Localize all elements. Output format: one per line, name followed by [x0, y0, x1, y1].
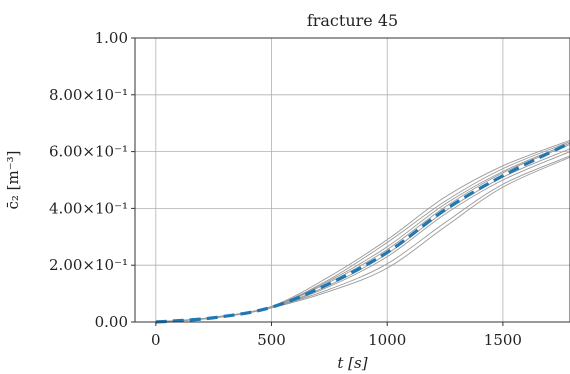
sample-series-line-7 — [155, 156, 570, 323]
x-tick-label: 500 — [257, 331, 286, 349]
x-tick-label: 1500 — [484, 331, 522, 349]
mean-series-line — [155, 141, 570, 324]
x-tick-label: 1000 — [368, 331, 406, 349]
series-layer — [155, 139, 570, 324]
y-tick-label: 4.00×10⁻¹ — [49, 199, 128, 217]
x-tick-label: 0 — [151, 331, 161, 349]
y-tick-label: 0.00 — [95, 313, 128, 331]
grid — [135, 37, 570, 323]
sample-series-line-3 — [155, 142, 570, 323]
sample-series-line-6 — [155, 155, 570, 323]
y-tick-label: 2.00×10⁻¹ — [49, 256, 128, 274]
x-tick-labels: 0 500 1000 1500 — [151, 331, 522, 349]
plot-frame — [134, 37, 570, 323]
y-tick-labels: 0.00 2.00×10⁻¹ 4.00×10⁻¹ 6.00×10⁻¹ 8.00×10⁻¹… — [49, 29, 128, 331]
sample-series-line-1 — [155, 148, 570, 323]
sample-series-line-0 — [155, 151, 570, 323]
chart-title: fracture 45 — [307, 11, 398, 30]
x-axis-title: t [s] — [337, 354, 367, 372]
y-tick-label: 1.00 — [95, 29, 128, 47]
y-axis-title: c̄₂ [m⁻³] — [4, 150, 22, 209]
tick-marks — [131, 37, 504, 326]
sample-series-line-5 — [155, 139, 570, 323]
sample-series-line-2 — [155, 144, 570, 323]
y-tick-label: 8.00×10⁻¹ — [49, 86, 128, 104]
y-tick-label: 6.00×10⁻¹ — [49, 143, 128, 161]
